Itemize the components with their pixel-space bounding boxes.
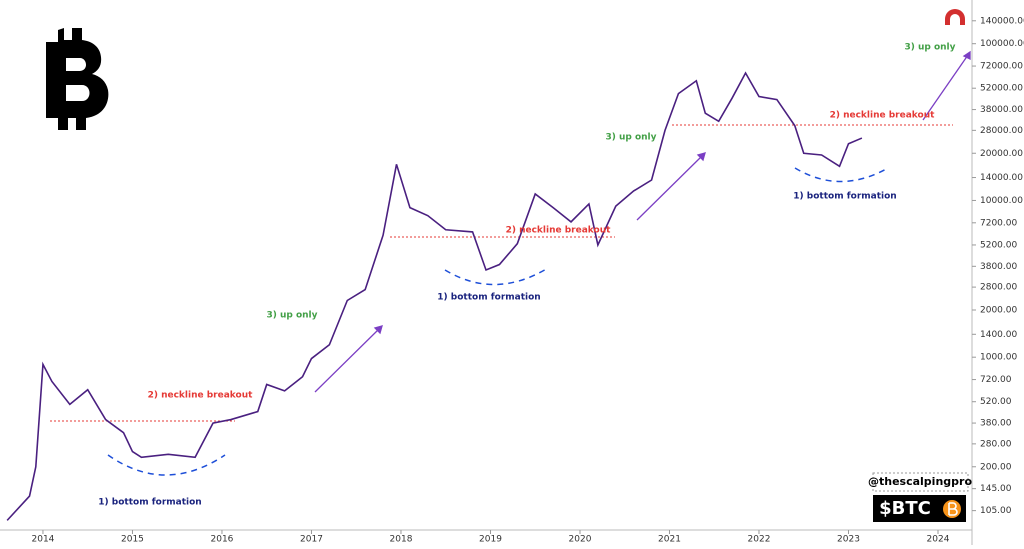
y-tick-label: 145.00 bbox=[980, 484, 1012, 494]
y-tick-label: 720.00 bbox=[980, 375, 1012, 385]
y-tick-label: 280.00 bbox=[980, 439, 1012, 449]
price-line bbox=[6, 71, 863, 521]
y-tick-label: 5200.00 bbox=[980, 240, 1017, 250]
x-tick-label: 2020 bbox=[569, 535, 592, 545]
annotation: 3) up only bbox=[266, 311, 317, 321]
annotation: 2) neckline breakout bbox=[148, 391, 254, 401]
bottom-arc bbox=[107, 454, 226, 476]
handle-box bbox=[872, 472, 969, 492]
x-tick-label: 2017 bbox=[300, 535, 323, 545]
y-tick-label: 38000.00 bbox=[980, 105, 1023, 115]
annotation: 3) up only bbox=[904, 43, 955, 53]
bottom-arc bbox=[794, 167, 889, 183]
annotation: 1) bottom formation bbox=[793, 192, 896, 202]
y-tick-label: 1400.00 bbox=[980, 330, 1017, 340]
x-tick-label: 2015 bbox=[121, 535, 144, 545]
y-tick-label: 1000.00 bbox=[980, 353, 1017, 363]
x-tick-label: 2014 bbox=[32, 535, 55, 545]
y-tick-label: 72000.00 bbox=[980, 62, 1023, 72]
annotation: 2) neckline breakout bbox=[506, 226, 612, 236]
magnet-icon bbox=[945, 9, 965, 25]
x-tick-label: 2022 bbox=[748, 535, 771, 545]
handle: @thescalpingpro bbox=[868, 475, 972, 488]
y-tick-label: 105.00 bbox=[980, 506, 1012, 516]
y-tick-label: 52000.00 bbox=[980, 84, 1023, 94]
x-tick-label: 2019 bbox=[479, 535, 502, 545]
annotation: 1) bottom formation bbox=[437, 293, 540, 303]
y-tick-label: 380.00 bbox=[980, 419, 1012, 429]
y-tick-label: 14000.00 bbox=[980, 173, 1023, 183]
x-tick-label: 2023 bbox=[837, 535, 860, 545]
y-tick-label: 20000.00 bbox=[980, 149, 1023, 159]
annotation: 3) up only bbox=[605, 133, 656, 143]
annotation: 2) neckline breakout bbox=[830, 111, 936, 121]
coin-glyph bbox=[948, 502, 958, 516]
x-tick-label: 2016 bbox=[211, 535, 234, 545]
x-tick-label: 2024 bbox=[927, 535, 950, 545]
y-tick-label: 520.00 bbox=[980, 397, 1012, 407]
y-tick-label: 2800.00 bbox=[980, 283, 1017, 293]
y-tick-label: 140000.00 bbox=[980, 16, 1024, 26]
arrows bbox=[314, 50, 971, 393]
y-tick-label: 100000.00 bbox=[980, 39, 1024, 49]
x-tick-label: 2018 bbox=[390, 535, 413, 545]
y-tick-label: 200.00 bbox=[980, 462, 1012, 472]
bottom-arc bbox=[444, 267, 549, 286]
y-tick-label: 28000.00 bbox=[980, 126, 1023, 136]
y-tick-label: 3800.00 bbox=[980, 262, 1017, 272]
y-tick-label: 7200.00 bbox=[980, 218, 1017, 228]
annotation: 1) bottom formation bbox=[98, 498, 201, 508]
x-tick-label: 2021 bbox=[658, 535, 681, 545]
bitcoin-logo bbox=[46, 28, 109, 130]
y-tick-label: 2000.00 bbox=[980, 306, 1017, 316]
ticker: $BTC bbox=[879, 498, 931, 519]
y-tick-label: 10000.00 bbox=[980, 196, 1023, 206]
